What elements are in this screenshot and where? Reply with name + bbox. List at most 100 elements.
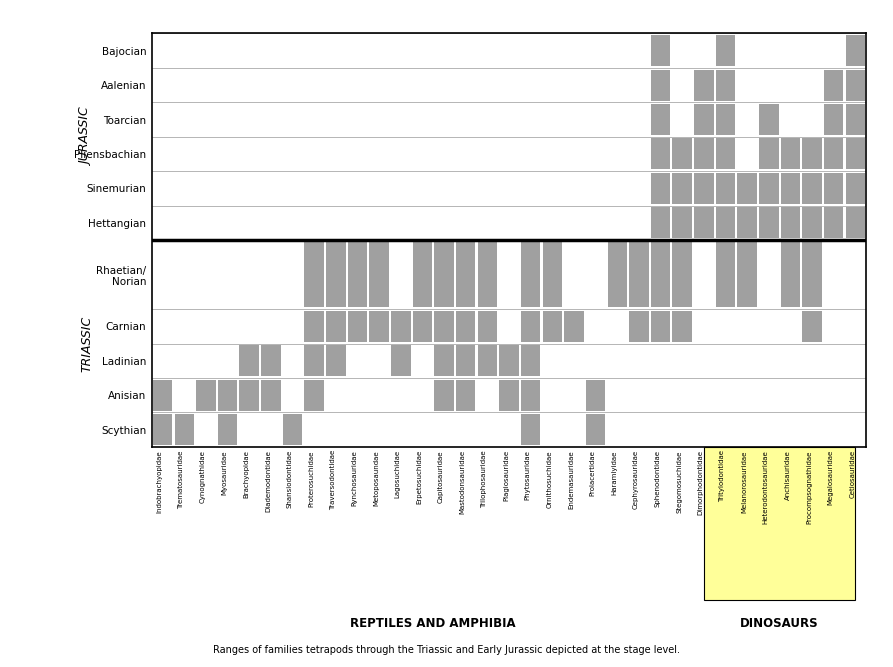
Bar xyxy=(607,242,627,307)
Bar xyxy=(499,380,519,411)
Text: Sphenodontidae: Sphenodontidae xyxy=(655,450,661,507)
Bar xyxy=(456,380,475,411)
Text: Mastodonsauridae: Mastodonsauridae xyxy=(460,450,466,514)
Bar xyxy=(651,139,671,169)
Bar xyxy=(759,173,779,204)
Bar xyxy=(846,104,865,135)
Bar xyxy=(521,242,540,307)
Bar xyxy=(153,380,172,411)
Bar xyxy=(672,173,692,204)
Bar xyxy=(478,311,497,342)
Bar xyxy=(694,139,714,169)
Text: Endemasauridae: Endemasauridae xyxy=(568,450,574,509)
Bar xyxy=(283,414,302,445)
Bar xyxy=(239,346,259,376)
Text: Rynchosauridae: Rynchosauridae xyxy=(352,450,357,506)
Bar xyxy=(239,380,259,411)
Bar xyxy=(802,207,822,238)
Bar xyxy=(846,139,865,169)
Bar xyxy=(846,173,865,204)
Bar xyxy=(521,346,540,376)
Bar xyxy=(543,311,562,342)
Bar xyxy=(456,242,475,307)
Bar xyxy=(716,242,735,307)
Text: Heterodontosauridae: Heterodontosauridae xyxy=(763,450,769,524)
Bar xyxy=(261,380,280,411)
Bar xyxy=(672,139,692,169)
Bar xyxy=(759,139,779,169)
Text: Myosauridae: Myosauridae xyxy=(221,450,228,495)
Bar xyxy=(672,242,692,307)
Bar xyxy=(846,35,865,66)
Bar xyxy=(391,346,411,376)
Bar xyxy=(630,311,648,342)
Bar xyxy=(543,242,562,307)
Bar xyxy=(802,242,822,307)
Bar xyxy=(413,311,432,342)
Bar xyxy=(802,311,822,342)
Text: Plagiosauridae: Plagiosauridae xyxy=(503,450,509,502)
Bar xyxy=(651,35,671,66)
Bar xyxy=(738,207,757,238)
Bar xyxy=(305,311,324,342)
Bar xyxy=(651,173,671,204)
Bar xyxy=(153,414,172,445)
Bar xyxy=(846,69,865,101)
Bar xyxy=(716,139,735,169)
Text: Erpetosuchidae: Erpetosuchidae xyxy=(416,450,422,504)
Bar xyxy=(326,311,346,342)
Text: Melanorosauridae: Melanorosauridae xyxy=(741,450,747,513)
Bar xyxy=(413,242,432,307)
Bar xyxy=(716,207,735,238)
Bar xyxy=(846,207,865,238)
Bar xyxy=(651,69,671,101)
Bar xyxy=(824,173,844,204)
Text: Metoposaundae: Metoposaundae xyxy=(373,450,380,506)
Bar xyxy=(478,242,497,307)
Text: Anchisauridae: Anchisauridae xyxy=(784,450,790,500)
Text: Tritylodontidae: Tritylodontidae xyxy=(720,450,725,502)
Bar xyxy=(716,173,735,204)
Bar xyxy=(672,207,692,238)
Bar xyxy=(780,207,800,238)
Text: JURASSIC: JURASSIC xyxy=(80,108,94,165)
Text: Haramiyidae: Haramiyidae xyxy=(611,450,617,495)
Bar xyxy=(521,380,540,411)
Bar xyxy=(370,311,388,342)
Bar xyxy=(196,380,216,411)
Text: Traversodontidae: Traversodontidae xyxy=(330,450,336,510)
Text: Megalosauridae: Megalosauridae xyxy=(828,450,834,506)
Bar xyxy=(802,173,822,204)
Bar xyxy=(824,139,844,169)
Bar xyxy=(564,311,584,342)
Text: REPTILES AND AMPHIBIA: REPTILES AND AMPHIBIA xyxy=(350,617,516,630)
Bar xyxy=(347,242,367,307)
Text: Ornithosuchidae: Ornithosuchidae xyxy=(547,450,552,508)
Text: Dimorphodontidae: Dimorphodontidae xyxy=(697,450,704,515)
Text: Indobrachyopidae: Indobrachyopidae xyxy=(156,450,163,513)
Bar xyxy=(456,346,475,376)
Text: Proterosuchidae: Proterosuchidae xyxy=(308,450,314,507)
Bar xyxy=(759,207,779,238)
Bar xyxy=(780,139,800,169)
Text: Shansiodontidae: Shansiodontidae xyxy=(287,450,293,508)
Bar xyxy=(780,173,800,204)
Bar xyxy=(305,242,324,307)
Bar xyxy=(521,311,540,342)
Text: Brachyopidae: Brachyopidae xyxy=(243,450,249,498)
Bar xyxy=(456,311,475,342)
Text: Procompsognathidae: Procompsognathidae xyxy=(806,450,812,524)
Text: TRIASSIC: TRIASSIC xyxy=(80,315,94,372)
Bar xyxy=(694,207,714,238)
Bar xyxy=(651,242,671,307)
Text: Capitosauridae: Capitosauridae xyxy=(438,450,444,503)
Bar xyxy=(716,69,735,101)
Bar xyxy=(174,414,194,445)
Bar xyxy=(651,104,671,135)
Bar xyxy=(326,346,346,376)
Bar xyxy=(802,139,822,169)
Bar xyxy=(824,69,844,101)
Bar xyxy=(499,346,519,376)
Bar xyxy=(716,35,735,66)
Text: Cynognathidae: Cynognathidae xyxy=(200,450,206,503)
